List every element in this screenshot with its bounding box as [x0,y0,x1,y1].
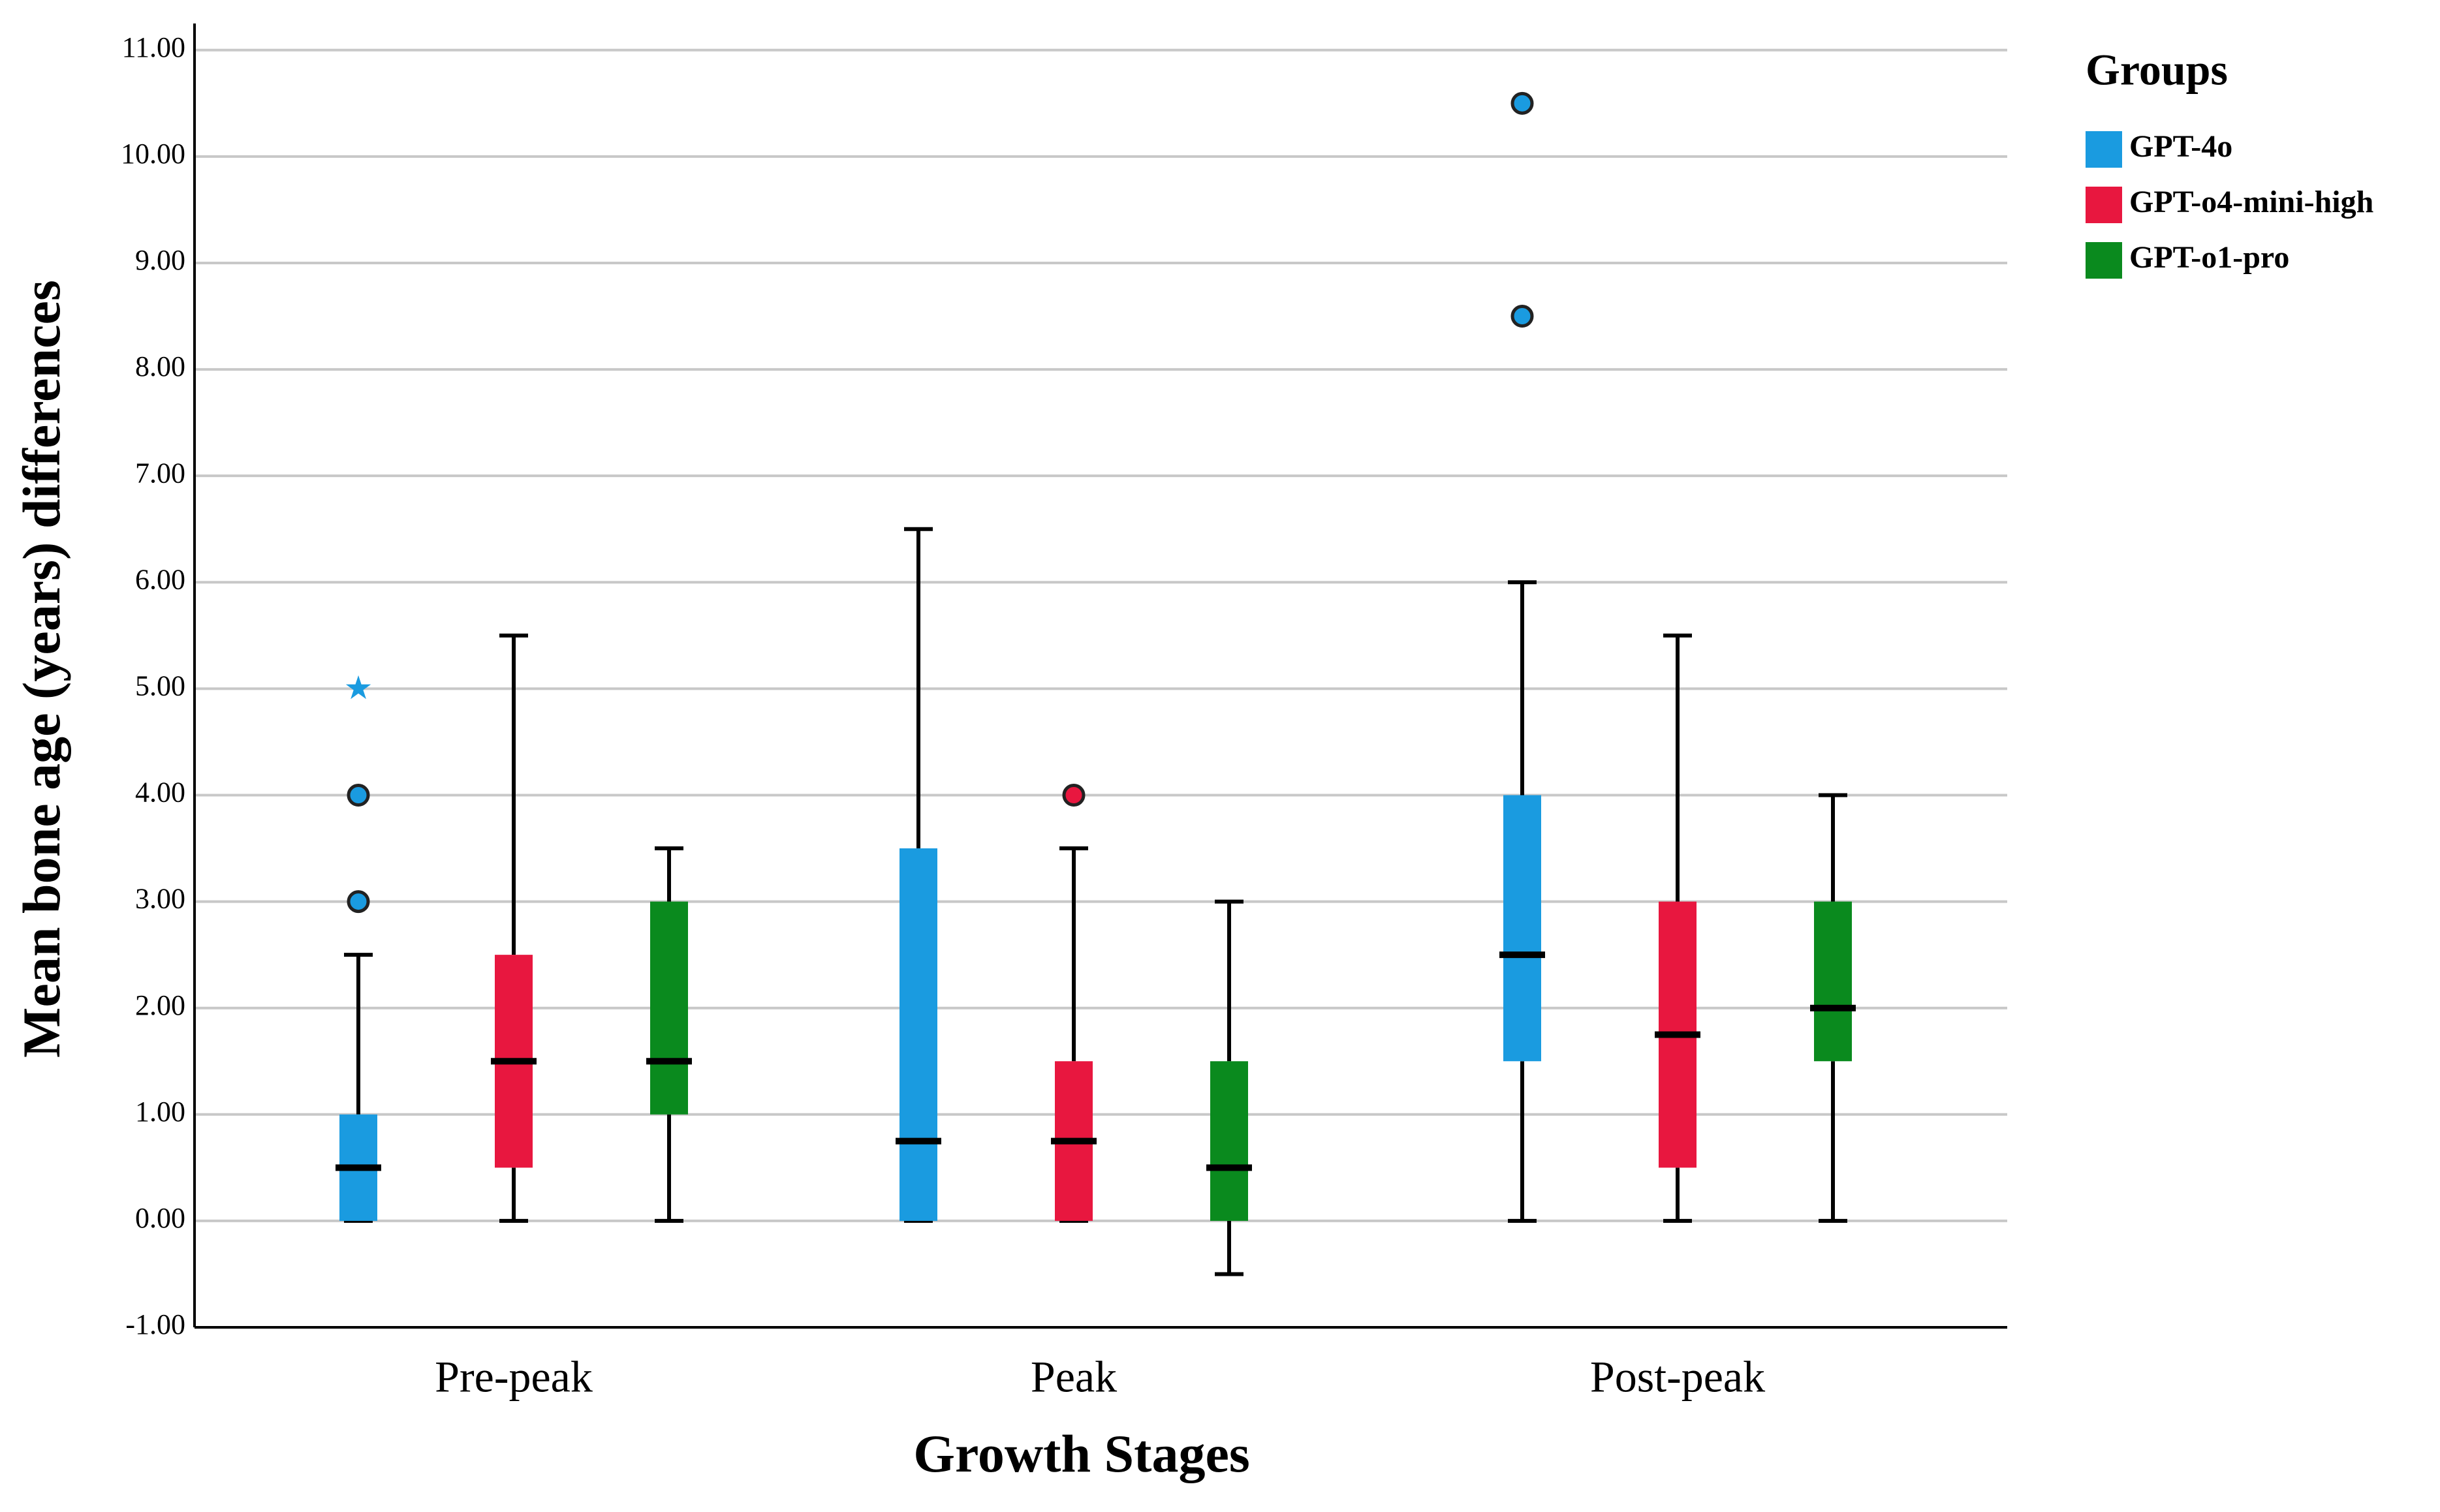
y-tick-label: 7.00 [135,457,185,489]
outlier [1510,91,1534,115]
x-tick-label: Pre-peak [435,1352,593,1402]
y-tick-label: 10.00 [121,138,185,170]
y-tick-label: 6.00 [135,563,185,595]
legend-title: Groups [2086,45,2228,95]
box [1210,1061,1248,1221]
outlier [1510,305,1534,328]
y-tick-label: 11.00 [122,31,185,63]
y-tick-label: 2.00 [135,989,185,1021]
y-tick-label: 4.00 [135,777,185,809]
x-axis-title: Growth Stages [913,1424,1250,1483]
box [1814,901,1852,1062]
box [1503,795,1541,1062]
legend-swatch [2086,242,2122,279]
box [650,901,688,1115]
outlier [1062,783,1086,807]
y-axis-title: Mean bone age (years) differences [12,280,71,1058]
legend-label: GPT-o1-pro [2129,240,2289,275]
legend-label: GPT-4o [2129,129,2232,164]
y-tick-label: -1.00 [125,1308,185,1340]
y-tick-label: 8.00 [135,350,185,382]
legend-swatch [2086,187,2122,223]
y-tick-label: 1.00 [135,1096,185,1128]
box [899,848,937,1221]
y-tick-label: 3.00 [135,883,185,915]
outlier [347,783,370,807]
extreme-outlier: ★ [344,670,373,706]
outlier [347,890,370,914]
y-tick-label: 5.00 [135,670,185,702]
y-tick-label: 9.00 [135,244,185,276]
legend-swatch [2086,131,2122,168]
legend-label: GPT-o4-mini-high [2129,185,2373,219]
y-tick-label: 0.00 [135,1202,185,1234]
x-tick-label: Post-peak [1590,1352,1765,1402]
x-tick-label: Peak [1031,1352,1117,1402]
